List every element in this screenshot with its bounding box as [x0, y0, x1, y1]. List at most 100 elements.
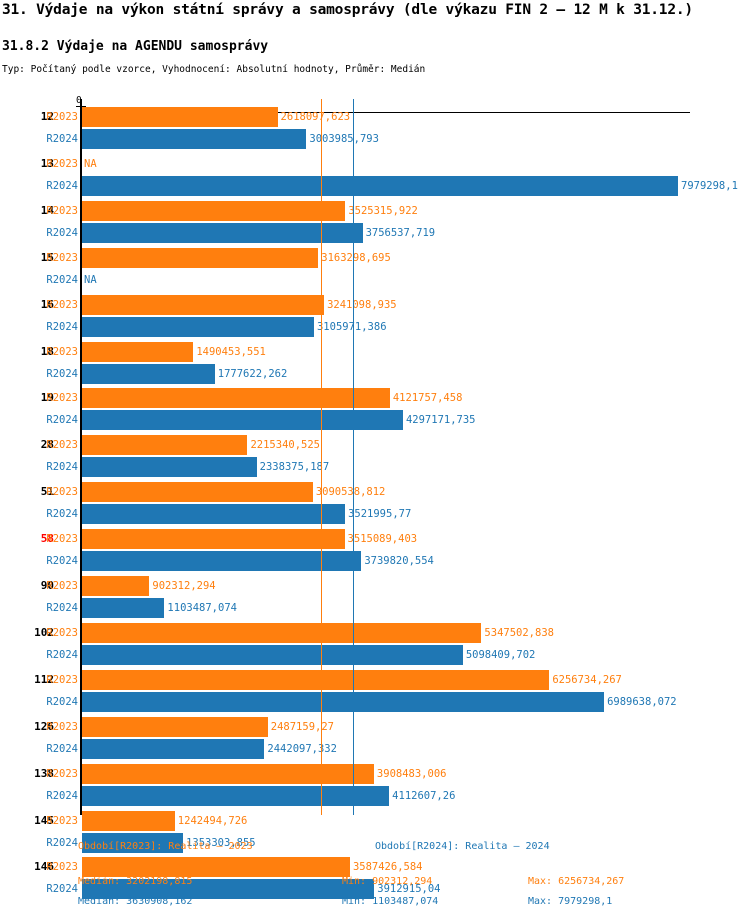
bar-r2023[interactable]	[82, 107, 278, 127]
series-label-r2023: R2023	[46, 767, 78, 780]
bar-r2023[interactable]	[82, 341, 194, 362]
bar-row[interactable]: R2024 3739820,554	[0, 550, 750, 572]
bar-r2024[interactable]	[82, 691, 605, 712]
bar-row[interactable]: R2024 NA	[0, 269, 750, 291]
bar-r2024[interactable]	[82, 410, 403, 431]
bar-r2023[interactable]	[82, 294, 325, 315]
bar-r2023[interactable]	[82, 669, 550, 690]
bar-row[interactable]: R2023 3241098,935	[0, 294, 750, 316]
bar-row[interactable]: R2024 5098409,702	[0, 644, 750, 666]
bar-value-label: 4121757,458	[392, 392, 463, 405]
axis-top-line	[81, 112, 690, 113]
bar-value-label: 1490453,551	[196, 345, 266, 358]
series-label-r2023: R2023	[46, 486, 78, 499]
bar-r2023[interactable]	[82, 810, 175, 831]
bar-row[interactable]: R2024 1103487,074	[0, 597, 750, 619]
series-label-r2023: R2023	[46, 439, 78, 452]
bar-r2023[interactable]	[82, 763, 374, 784]
bar-row[interactable]: R2024 4297171,735	[0, 409, 750, 431]
series-label-r2024: R2024	[46, 320, 78, 333]
chart-legend: Období[R2023]: Realita – 2023 Období[R20…	[0, 841, 750, 859]
bar-row[interactable]: R2023 3908483,006	[0, 763, 750, 785]
bar-r2023[interactable]	[82, 482, 313, 503]
chart-row-group: 51 R2023 3090538,812 R2024 3521995,77	[0, 481, 750, 525]
bar-row[interactable]: R2024 2442097,332	[0, 738, 750, 760]
bar-value-label: 3241098,935	[327, 298, 397, 311]
category-label: 15	[40, 250, 54, 264]
chart-row-group: 126 R2023 2487159,27 R2024 2442097,332	[0, 716, 750, 760]
bar-row[interactable]: R2023 1490453,551	[0, 341, 750, 363]
bar-row[interactable]: R2024 3105971,386	[0, 316, 750, 338]
bar-r2024[interactable]	[82, 644, 463, 665]
category-label: 19	[40, 391, 54, 405]
series-label-r2023: R2023	[46, 720, 78, 733]
bar-row[interactable]: R2023 1242494,726	[0, 810, 750, 832]
bar-row[interactable]: R2024 6989638,072	[0, 691, 750, 713]
bar-r2023[interactable]	[82, 857, 350, 878]
bar-r2023[interactable]	[82, 200, 346, 221]
bar-row[interactable]: R2024 2338375,187	[0, 456, 750, 478]
bar-row[interactable]: R2023 902312,294	[0, 575, 750, 597]
chart-row-group: 13 R2023 NA R2024 7979298,1	[0, 153, 750, 197]
bar-row[interactable]: R2024 1353303,855	[0, 832, 750, 854]
bar-row[interactable]: R2024 3756537,719	[0, 222, 750, 244]
bar-value-label: 3908483,006	[376, 767, 447, 780]
bar-r2024[interactable]	[82, 832, 184, 853]
bar-r2024[interactable]	[82, 504, 346, 525]
bar-r2024[interactable]	[82, 316, 314, 337]
bar-row[interactable]: R2023 4121757,458	[0, 387, 750, 409]
bar-r2023[interactable]	[82, 622, 482, 643]
bar-r2023[interactable]	[82, 716, 268, 737]
bar-row[interactable]: R2023 5347502,838	[0, 622, 750, 644]
category-label: 126	[34, 719, 54, 733]
bar-r2024[interactable]	[82, 222, 363, 243]
bar-value-label: 3587426,584	[352, 861, 423, 874]
category-label: 112	[34, 672, 54, 686]
series-label-r2023: R2023	[46, 111, 78, 123]
bar-row[interactable]: R2023 6256734,267	[0, 669, 750, 691]
stat-median-r2023: Medián: 3202198,815	[78, 876, 193, 887]
bar-row[interactable]: R2023 2215340,525	[0, 434, 750, 456]
bar-row[interactable]: R2024 3003985,793	[0, 128, 750, 150]
series-label-r2023: R2023	[46, 345, 78, 358]
bar-r2023[interactable]	[82, 247, 319, 268]
bar-row[interactable]: R2024 4112607,26	[0, 785, 750, 807]
category-label: 13	[40, 156, 54, 170]
bar-r2023[interactable]	[82, 529, 345, 550]
category-label: 51	[40, 485, 54, 499]
bar-r2023[interactable]	[82, 388, 390, 409]
bar-row[interactable]: R2023 3090538,812	[0, 481, 750, 503]
chart-subtitle: 31.8.2 Výdaje na AGENDU samosprávy	[2, 39, 269, 54]
bar-row[interactable]: R2023 3163298,695	[0, 247, 750, 269]
bar-r2024[interactable]	[82, 129, 307, 149]
bar-row[interactable]: R2023 2618097,623	[0, 106, 750, 128]
bar-r2024[interactable]	[82, 175, 678, 196]
series-label-r2024: R2024	[46, 555, 78, 568]
bar-value-label: 1242494,726	[177, 814, 248, 827]
chart-row-group: 18 R2023 1490453,551 R2024 1777622,262	[0, 341, 750, 385]
bar-r2024[interactable]	[82, 598, 165, 618]
bar-row[interactable]: R2023 3587426,584	[0, 856, 750, 878]
bar-row[interactable]: R2023 NA	[0, 153, 750, 175]
bar-r2024[interactable]	[82, 738, 265, 759]
bar-r2023[interactable]	[82, 576, 150, 596]
bar-row[interactable]: R2023 2487159,27	[0, 716, 750, 738]
bar-row[interactable]: R2024 3521995,77	[0, 503, 750, 525]
bar-r2023[interactable]	[82, 435, 248, 456]
bar-r2024[interactable]	[82, 879, 375, 900]
bar-r2024[interactable]	[82, 785, 390, 806]
bar-row[interactable]: R2024 7979298,1	[0, 175, 750, 197]
series-label-r2024: R2024	[46, 602, 78, 614]
axis-vertical-line	[80, 99, 82, 815]
chart-row-group: 14 R2023 3525315,922 R2024 3756537,719	[0, 200, 750, 244]
bar-r2024[interactable]	[82, 363, 215, 384]
bar-row[interactable]: R2023 3515089,403	[0, 528, 750, 550]
series-label-r2024: R2024	[46, 789, 78, 802]
bar-row[interactable]: R2024 3912915,04	[0, 878, 750, 900]
stat-max-r2024: Max: 7979298,1	[528, 896, 613, 907]
bar-value-label: 3090538,812	[315, 486, 386, 499]
bar-r2024[interactable]	[82, 551, 362, 572]
bar-row[interactable]: R2024 1777622,262	[0, 363, 750, 385]
bar-r2024[interactable]	[82, 457, 257, 478]
bar-row[interactable]: R2023 3525315,922	[0, 200, 750, 222]
